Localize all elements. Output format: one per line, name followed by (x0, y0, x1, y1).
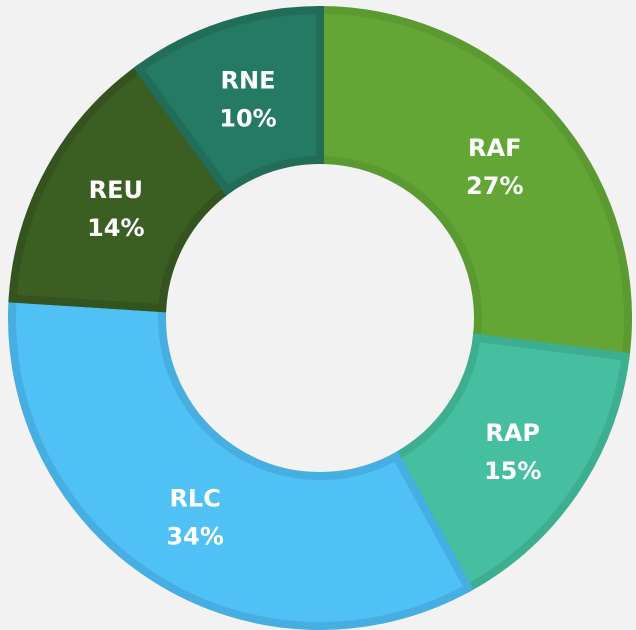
segment-name: RLC (169, 485, 220, 513)
segment-label: REU 14% (87, 176, 144, 242)
segment-label: RAF 27% (466, 134, 523, 200)
segment-label: RLC 34% (166, 485, 223, 551)
segment-label: RAP 15% (484, 419, 541, 485)
segment-name: RAP (485, 419, 540, 447)
donut-segment (8, 294, 474, 630)
donut-segment (316, 5, 632, 362)
segment-label: RNE 10% (219, 66, 276, 132)
segment-value: 27% (466, 172, 523, 200)
segment-name: RAF (468, 134, 521, 162)
segment-name: RNE (221, 66, 276, 94)
segment-name: REU (89, 176, 143, 204)
donut-segment (133, 5, 324, 196)
segment-value: 14% (87, 214, 144, 242)
donut-segment (8, 63, 233, 313)
segment-value: 34% (166, 523, 223, 551)
donut-segment (390, 333, 631, 594)
segment-value: 15% (484, 457, 541, 485)
segment-value: 10% (219, 104, 276, 132)
